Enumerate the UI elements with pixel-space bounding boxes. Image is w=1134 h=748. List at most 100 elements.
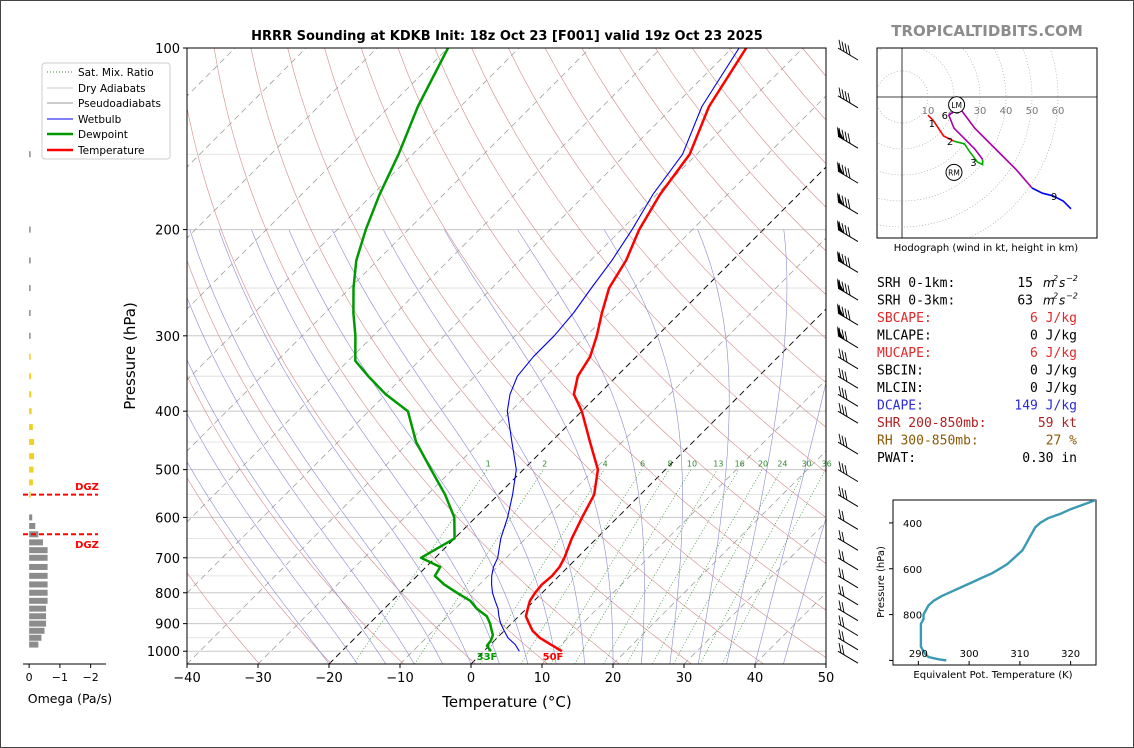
y-tick-label: 300 (155, 330, 180, 345)
pseudoadiabat (783, 516, 826, 664)
skewt-y-label: Pressure (hPa) (121, 302, 139, 410)
omega-bar (29, 539, 43, 546)
hodo-ring-label: 10 (922, 106, 935, 117)
param-value: 27 % (1046, 434, 1077, 449)
wind-barb (837, 629, 859, 651)
param-value: 149 J/kg (1014, 399, 1077, 414)
mixing-ratio-line (550, 469, 670, 664)
hodo-ring (877, 70, 929, 124)
dry-adiabat (187, 375, 404, 664)
mixing-ratio-label: 6 (640, 460, 645, 469)
omega-bar (29, 641, 39, 648)
dry-adiabat (187, 572, 260, 664)
omega-bar (29, 634, 42, 641)
param-label: MLCIN: (877, 381, 924, 396)
mixing-ratio-line (353, 469, 488, 664)
theta-y-tick-label: 400 (903, 519, 922, 530)
pseudoadiabat (187, 413, 358, 664)
mixing-ratio-label: 36 (821, 460, 831, 469)
hodo-height-label: 2 (947, 137, 953, 148)
hodo-trace (927, 114, 955, 142)
param-label: MUCAPE: (877, 346, 932, 361)
storm-motion-marker (948, 96, 966, 114)
param-label: RH 300-850mb: (877, 434, 979, 449)
isotherm (187, 48, 662, 523)
hodograph-caption: Hodograph (wind in kt, height in km) (894, 243, 1079, 254)
dry-adiabat (581, 48, 826, 339)
omega-bar (29, 285, 31, 292)
wind-barb (837, 549, 859, 571)
omega-bar (29, 439, 35, 446)
mixing-ratio-line (574, 469, 692, 664)
param-label: DCAPE: (877, 399, 924, 414)
omega-bar (29, 620, 47, 627)
theta-x-tick-label: 310 (1010, 649, 1029, 660)
isotherm (187, 48, 591, 452)
omega-x-label: Omega (Pa/s) (28, 691, 112, 706)
omega-bar (29, 627, 45, 634)
pseudoadiabat (697, 229, 730, 664)
x-tick-label: −20 (315, 671, 342, 686)
isotherm (187, 48, 449, 310)
hodo-ring-label: 40 (1000, 106, 1013, 117)
omega-bar (29, 479, 33, 486)
omega-bar (29, 554, 48, 561)
x-tick-label: 10 (534, 671, 551, 686)
theta-e-axes (892, 499, 1097, 666)
omega-bar (29, 332, 31, 339)
omega-bar (29, 453, 35, 460)
isotherm (187, 48, 307, 168)
pseudoadiabat (189, 229, 443, 664)
legend-item-dewpoint: Dewpoint (78, 129, 128, 141)
isotherm (187, 48, 804, 664)
omega-bar (29, 605, 47, 612)
y-tick-label: 600 (155, 511, 180, 526)
wind-barb (837, 530, 859, 551)
omega-bar (29, 581, 48, 588)
temperature-line (524, 48, 748, 653)
wind-barb (837, 325, 859, 349)
omega-bar (29, 373, 31, 380)
theta-y-tick-label: 600 (903, 565, 922, 576)
pseudoadiabat (187, 296, 415, 664)
mixing-ratio-line (721, 469, 826, 664)
omega-bar (29, 563, 48, 570)
storm-motion-label: LM (951, 101, 962, 110)
mixing-ratio-label: 30 (801, 460, 811, 469)
theta-x-tick-label: 320 (1061, 649, 1080, 660)
pseudoadiabat (754, 381, 826, 664)
wind-barb (837, 191, 859, 215)
wind-barb (837, 567, 859, 589)
hodo-ring-label: 50 (1026, 106, 1039, 117)
pseudoadiabat (603, 229, 683, 664)
hodo-ring (877, 48, 1007, 202)
omega-panel: 0 −1 −2 (23, 151, 106, 684)
wind-barb (837, 509, 859, 530)
param-unit-exp: −2 (1066, 292, 1078, 301)
legend-item-temperature: Temperature (77, 145, 145, 157)
wind-barb (837, 433, 859, 455)
param-value: 6 J/kg (1030, 346, 1077, 361)
x-tick-label: 50 (818, 671, 835, 686)
pseudoadiabat (187, 461, 330, 664)
dgz-label-top: DGZ (75, 482, 99, 493)
wind-barb (837, 250, 859, 273)
param-label: PWAT: (877, 451, 916, 466)
omega-bar (29, 572, 48, 579)
wind-barb (837, 87, 859, 109)
theta-x-tick-label: 300 (960, 649, 979, 660)
hodo-ring (877, 48, 1033, 228)
dry-adiabat (187, 259, 476, 664)
mixing-ratio-line (651, 469, 763, 664)
theta-e-x-label: Equivalent Pot. Temperature (K) (913, 670, 1072, 681)
y-tick-label: 900 (155, 618, 180, 633)
omega-bar (29, 597, 48, 604)
theta-x-tick-label: 290 (909, 649, 928, 660)
pseudoadiabat (444, 229, 614, 664)
omega-bar (29, 589, 48, 596)
x-tick-label: 0 (467, 671, 475, 686)
wind-barb (837, 486, 859, 508)
omega-bar (29, 514, 33, 521)
dry-adiabat (250, 48, 692, 664)
y-tick-label: 800 (155, 587, 180, 602)
